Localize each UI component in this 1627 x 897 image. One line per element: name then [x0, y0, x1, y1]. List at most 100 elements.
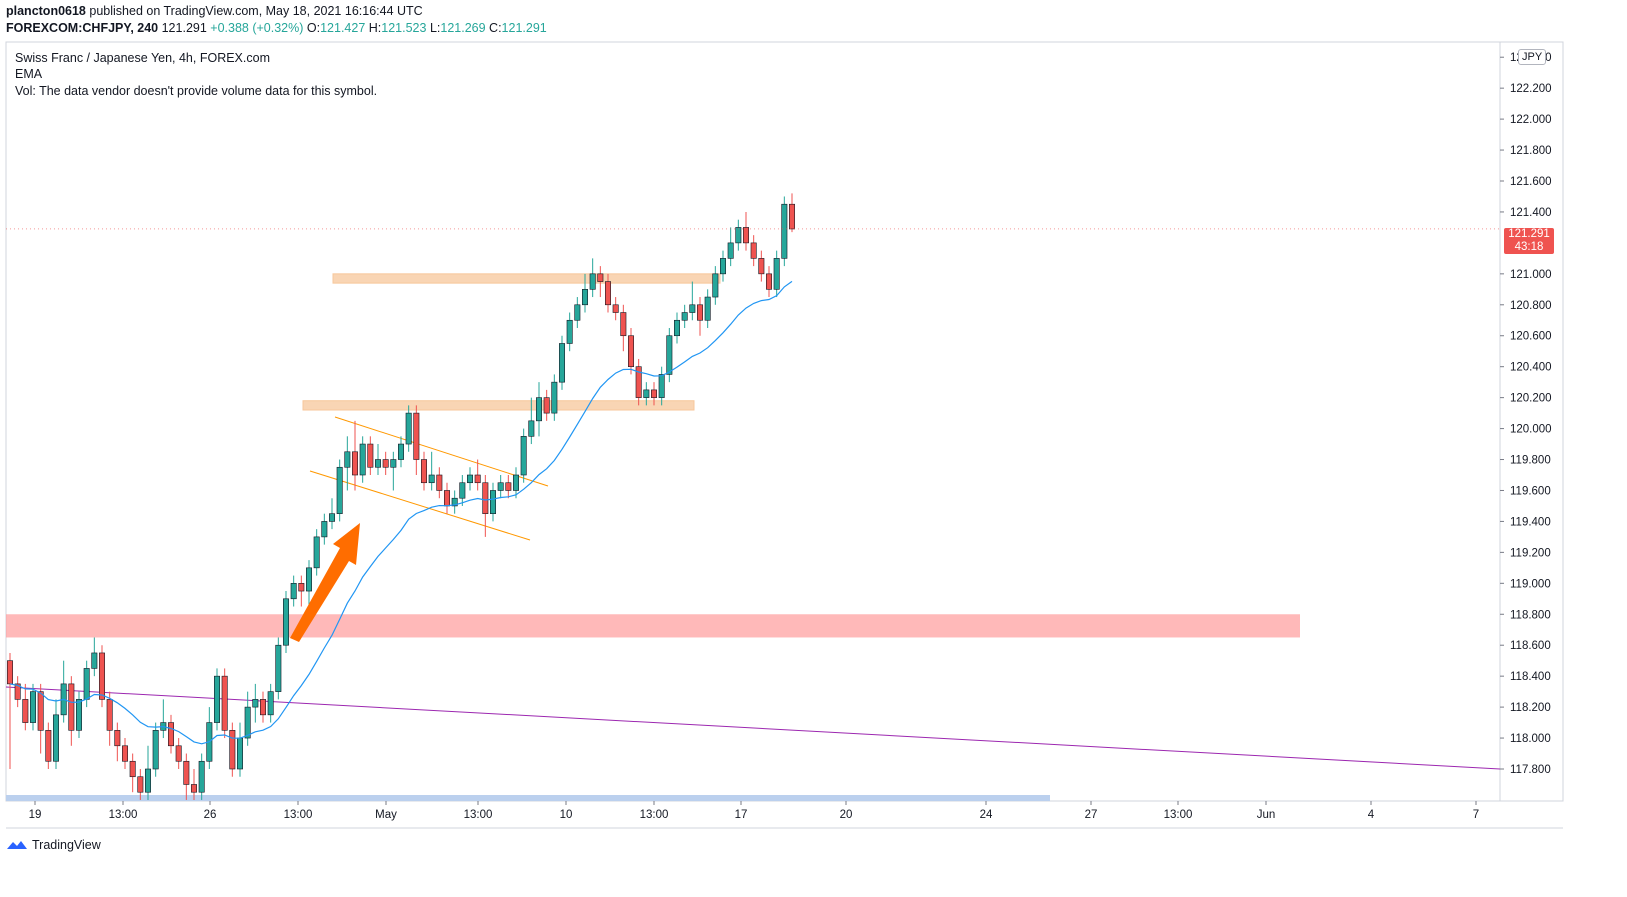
candle-body[interactable] [712, 273, 719, 298]
candle-body[interactable] [666, 335, 673, 375]
candle-body[interactable] [528, 420, 535, 437]
candle-body[interactable] [91, 652, 98, 669]
candle-body[interactable] [681, 312, 688, 321]
footer-brand[interactable]: TradingView [6, 838, 101, 852]
candle-body[interactable] [175, 745, 182, 762]
candle-body[interactable] [99, 652, 105, 700]
candle-body[interactable] [168, 722, 174, 747]
candle-body[interactable] [306, 567, 312, 592]
candle-body[interactable] [651, 389, 657, 398]
candle-body[interactable] [781, 203, 788, 259]
candle-body[interactable] [83, 668, 90, 700]
legend-ema[interactable]: EMA [15, 67, 43, 81]
candle-body[interactable] [359, 443, 366, 476]
zone-support-2[interactable] [6, 614, 1300, 638]
candle-body[interactable] [22, 699, 29, 723]
candle-body[interactable] [275, 644, 282, 692]
candle-body[interactable] [474, 474, 481, 484]
candle-body[interactable] [628, 335, 634, 367]
candle-body[interactable] [758, 258, 765, 275]
candle-body[interactable] [643, 389, 650, 398]
candle-body[interactable] [336, 466, 343, 514]
channel-upper-line[interactable] [334, 416, 549, 487]
candle-body[interactable] [520, 436, 527, 476]
candle-body[interactable] [766, 273, 772, 290]
candle-body[interactable] [551, 381, 558, 414]
candle-body[interactable] [505, 482, 512, 491]
candle-body[interactable] [390, 459, 397, 468]
candle-body[interactable] [482, 482, 489, 514]
candle-body[interactable] [612, 304, 619, 313]
channel-lower-line[interactable] [309, 470, 531, 541]
candle-body[interactable] [244, 706, 251, 739]
candle-body[interactable] [298, 583, 305, 592]
candle-body[interactable] [137, 776, 144, 793]
candle-body[interactable] [283, 598, 289, 646]
candle-body[interactable] [375, 459, 381, 468]
candle-body[interactable] [536, 397, 542, 422]
candle-body[interactable] [30, 691, 36, 723]
candle-body[interactable] [367, 443, 374, 468]
candle-body[interactable] [329, 513, 335, 522]
candle-body[interactable] [45, 730, 52, 762]
candle-body[interactable] [321, 521, 328, 538]
up-arrow-annotation[interactable] [290, 523, 360, 642]
candle-body[interactable] [344, 451, 351, 468]
candle-body[interactable] [114, 730, 121, 747]
candle-body[interactable] [513, 474, 519, 491]
candle-body[interactable] [14, 683, 21, 700]
candle-body[interactable] [290, 583, 297, 600]
candle-body[interactable] [543, 397, 550, 414]
candle-body[interactable] [7, 660, 13, 685]
candle-body[interactable] [145, 768, 151, 793]
candle-body[interactable] [68, 683, 75, 731]
candle-body[interactable] [451, 497, 458, 507]
candle-body[interactable] [490, 490, 496, 514]
candle-body[interactable] [428, 474, 435, 484]
currency-badge[interactable]: JPY [1518, 49, 1547, 65]
candle-body[interactable] [106, 699, 113, 731]
candle-body[interactable] [497, 482, 504, 491]
legend-vol[interactable]: Vol: The data vendor doesn't provide vol… [15, 84, 378, 98]
zone-resistance-0[interactable] [332, 273, 721, 284]
author-name[interactable]: plancton0618 [6, 4, 86, 18]
candle-body[interactable] [735, 227, 742, 244]
candle-body[interactable] [658, 374, 665, 398]
candle-body[interactable] [582, 289, 588, 306]
candle-body[interactable] [697, 304, 703, 321]
zone-support-1[interactable] [302, 400, 695, 411]
candle-body[interactable] [237, 737, 243, 770]
candle-body[interactable] [605, 281, 611, 306]
candle-body[interactable] [597, 273, 604, 282]
candle-body[interactable] [750, 242, 757, 259]
candle-body[interactable] [789, 203, 795, 230]
candle-body[interactable] [720, 258, 726, 275]
candle-body[interactable] [122, 745, 128, 762]
candle-body[interactable] [444, 490, 450, 507]
candle-body[interactable] [183, 760, 190, 785]
candle-body[interactable] [252, 699, 259, 708]
candle-body[interactable] [635, 366, 642, 398]
candle-body[interactable] [221, 675, 228, 731]
candle-body[interactable] [704, 296, 711, 321]
candle-body[interactable] [743, 227, 749, 244]
candle-body[interactable] [37, 691, 44, 731]
candle-body[interactable] [559, 343, 565, 383]
candle-body[interactable] [214, 675, 220, 723]
candle-body[interactable] [436, 474, 443, 491]
candle-body[interactable] [382, 459, 389, 468]
candle-body[interactable] [589, 273, 596, 290]
candle-body[interactable] [313, 536, 320, 569]
candle-body[interactable] [76, 699, 82, 731]
candle-body[interactable] [566, 319, 573, 344]
candle-body[interactable] [152, 730, 159, 770]
candle-body[interactable] [467, 474, 473, 484]
candle-body[interactable] [191, 784, 197, 793]
candle-body[interactable] [674, 319, 680, 337]
candle-body[interactable] [689, 304, 696, 313]
ema-line[interactable] [9, 280, 793, 745]
candle-body[interactable] [727, 242, 734, 259]
candle-body[interactable] [260, 699, 266, 716]
candle-body[interactable] [574, 304, 581, 321]
candle-body[interactable] [620, 312, 627, 337]
